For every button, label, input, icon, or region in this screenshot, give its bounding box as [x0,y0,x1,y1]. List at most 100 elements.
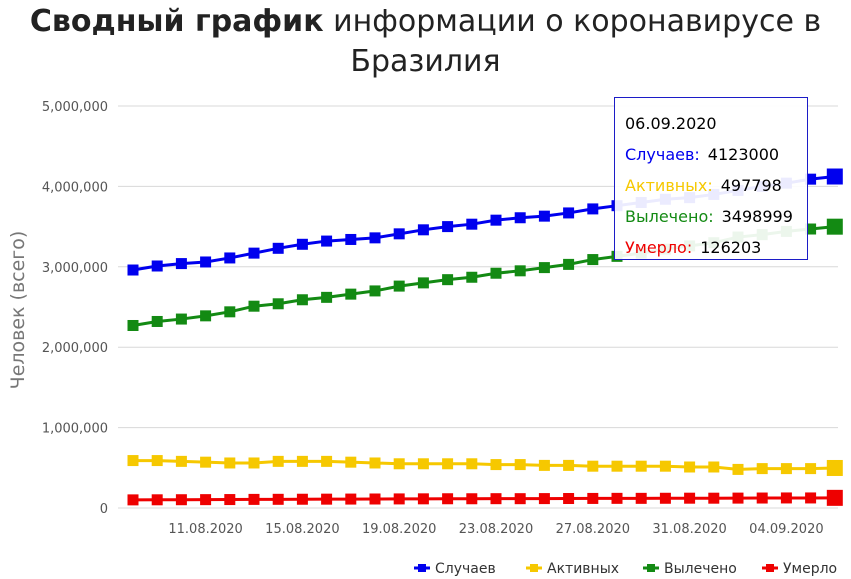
data-point[interactable] [393,280,405,292]
data-point[interactable] [393,228,405,240]
data-point[interactable] [563,493,575,505]
data-point[interactable] [659,492,671,504]
data-point[interactable] [151,315,163,327]
data-point[interactable] [248,300,260,312]
data-point[interactable] [127,319,139,331]
data-point[interactable] [490,214,502,226]
data-point[interactable] [756,463,768,475]
data-point[interactable] [369,493,381,505]
data-point[interactable] [563,258,575,270]
data-point[interactable] [248,247,260,259]
data-point[interactable] [417,458,429,470]
data-point[interactable] [200,494,212,506]
data-point[interactable] [321,291,333,303]
data-point[interactable] [272,455,284,467]
data-point[interactable] [611,460,623,472]
data-point[interactable] [442,493,454,505]
data-point[interactable] [345,456,357,468]
data-point[interactable] [369,457,381,469]
data-point[interactable] [538,493,550,505]
data-point[interactable] [466,493,478,505]
data-point[interactable] [224,252,236,264]
data-point[interactable] [248,493,260,505]
data-point[interactable] [224,494,236,506]
data-point[interactable] [321,235,333,247]
data-point[interactable] [442,274,454,286]
data-point[interactable] [635,492,647,504]
data-point[interactable] [224,457,236,469]
data-point[interactable] [175,258,187,270]
data-point[interactable] [466,271,478,283]
data-point[interactable] [272,493,284,505]
data-point[interactable] [272,298,284,310]
data-point[interactable] [684,492,696,504]
data-point[interactable] [248,457,260,469]
data-point[interactable] [393,458,405,470]
data-point[interactable] [635,460,647,472]
data-point[interactable] [490,267,502,279]
data-point[interactable] [490,459,502,471]
data-point[interactable] [175,313,187,325]
data-point[interactable] [805,173,817,185]
data-point[interactable] [127,494,139,506]
data-point[interactable] [708,492,720,504]
data-point[interactable] [296,238,308,250]
data-point[interactable] [538,459,550,471]
data-point[interactable] [272,242,284,254]
data-point[interactable] [514,459,526,471]
legend-item-deaths[interactable]: Умерло [762,561,837,577]
data-point[interactable] [369,232,381,244]
data-point[interactable] [563,459,575,471]
data-point[interactable] [780,463,792,475]
data-point[interactable] [417,224,429,236]
data-point[interactable] [587,254,599,266]
data-point[interactable] [296,493,308,505]
data-point[interactable] [175,494,187,506]
data-point[interactable] [224,306,236,318]
data-point[interactable] [826,459,843,476]
data-point[interactable] [151,455,163,467]
data-point[interactable] [826,489,843,506]
data-point[interactable] [732,492,744,504]
data-point[interactable] [151,260,163,272]
data-point[interactable] [442,458,454,470]
data-point[interactable] [805,492,817,504]
data-point[interactable] [200,310,212,322]
data-point[interactable] [514,493,526,505]
legend-item-cases[interactable]: Случаев [414,561,496,577]
data-point[interactable] [442,221,454,233]
data-point[interactable] [684,461,696,473]
data-point[interactable] [296,455,308,467]
data-point[interactable] [756,492,768,504]
legend-item-active[interactable]: Активных [526,561,619,577]
data-point[interactable] [200,256,212,268]
data-point[interactable] [321,493,333,505]
data-point[interactable] [732,463,744,475]
data-point[interactable] [127,455,139,467]
legend-item-recovered[interactable]: Вылечено [643,561,737,577]
data-point[interactable] [538,210,550,222]
data-point[interactable] [587,492,599,504]
data-point[interactable] [151,494,163,506]
data-point[interactable] [708,461,720,473]
data-point[interactable] [466,218,478,230]
data-point[interactable] [805,463,817,475]
data-point[interactable] [200,456,212,468]
data-point[interactable] [514,265,526,277]
data-point[interactable] [490,493,502,505]
data-point[interactable] [345,233,357,245]
data-point[interactable] [321,455,333,467]
data-point[interactable] [514,212,526,224]
data-point[interactable] [417,277,429,289]
data-point[interactable] [826,168,843,185]
data-point[interactable] [127,264,139,276]
data-point[interactable] [805,223,817,235]
data-point[interactable] [175,455,187,467]
data-point[interactable] [417,493,429,505]
data-point[interactable] [538,262,550,274]
data-point[interactable] [466,458,478,470]
data-point[interactable] [296,294,308,306]
data-point[interactable] [563,207,575,219]
data-point[interactable] [345,288,357,300]
data-point[interactable] [659,460,671,472]
